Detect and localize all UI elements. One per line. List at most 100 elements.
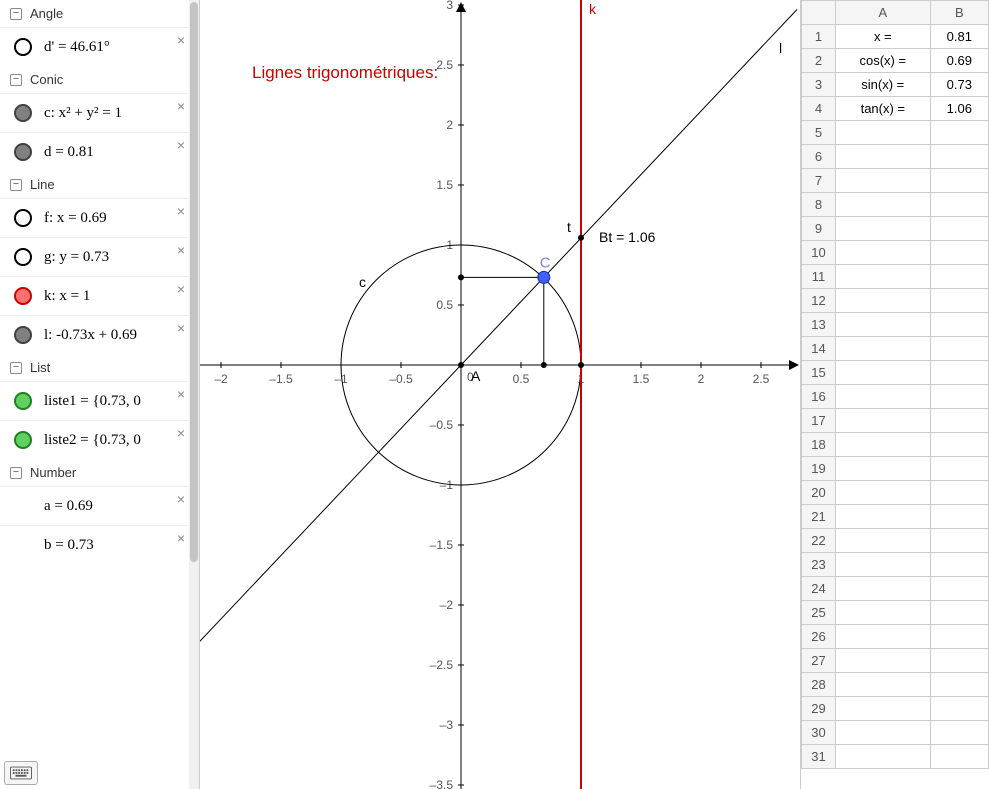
- row-header[interactable]: 12: [802, 289, 836, 313]
- cell[interactable]: [836, 121, 931, 145]
- row-header[interactable]: 30: [802, 721, 836, 745]
- row-header[interactable]: 19: [802, 457, 836, 481]
- item-swatch[interactable]: [14, 209, 32, 227]
- row-header[interactable]: 25: [802, 601, 836, 625]
- item-swatch[interactable]: [14, 38, 32, 56]
- cell[interactable]: [836, 361, 931, 385]
- row-header[interactable]: 2: [802, 49, 836, 73]
- graphics-view[interactable]: –2–1.5–1–0.500.511.522.5–3.5–3–2.5–2–1.5…: [200, 0, 801, 789]
- cell[interactable]: [930, 577, 988, 601]
- row-header[interactable]: 3: [802, 73, 836, 97]
- row-header[interactable]: 7: [802, 169, 836, 193]
- item-swatch[interactable]: [14, 326, 32, 344]
- cell[interactable]: [930, 145, 988, 169]
- collapse-icon[interactable]: −: [10, 179, 22, 191]
- cell[interactable]: [836, 649, 931, 673]
- row-header[interactable]: 20: [802, 481, 836, 505]
- cell[interactable]: cos(x) =: [836, 49, 931, 73]
- row-header[interactable]: 18: [802, 433, 836, 457]
- cell[interactable]: [930, 121, 988, 145]
- graph-canvas[interactable]: –2–1.5–1–0.500.511.522.5–3.5–3–2.5–2–1.5…: [200, 0, 801, 789]
- scrollbar-thumb[interactable]: [190, 2, 198, 562]
- cell[interactable]: [836, 169, 931, 193]
- close-icon[interactable]: ×: [177, 530, 185, 546]
- point-a[interactable]: [458, 362, 464, 368]
- collapse-icon[interactable]: −: [10, 362, 22, 374]
- cell[interactable]: 1.06: [930, 97, 988, 121]
- category-header[interactable]: −Number: [0, 459, 191, 486]
- cell[interactable]: [930, 721, 988, 745]
- close-icon[interactable]: ×: [177, 491, 185, 507]
- row-header[interactable]: 21: [802, 505, 836, 529]
- cell[interactable]: [836, 433, 931, 457]
- row-header[interactable]: 13: [802, 313, 836, 337]
- item-swatch[interactable]: [14, 104, 32, 122]
- row-header[interactable]: 31: [802, 745, 836, 769]
- collapse-icon[interactable]: −: [10, 8, 22, 20]
- row-header[interactable]: 16: [802, 385, 836, 409]
- algebra-item[interactable]: a = 0.69×: [0, 486, 191, 525]
- cell[interactable]: 0.81: [930, 25, 988, 49]
- cell[interactable]: [836, 505, 931, 529]
- col-header[interactable]: B: [930, 1, 988, 25]
- category-header[interactable]: −List: [0, 354, 191, 381]
- item-swatch[interactable]: [14, 431, 32, 449]
- left-scrollbar[interactable]: [189, 0, 199, 789]
- cell[interactable]: [930, 457, 988, 481]
- cell[interactable]: [836, 697, 931, 721]
- category-header[interactable]: −Line: [0, 171, 191, 198]
- point-t[interactable]: [578, 235, 584, 241]
- row-header[interactable]: 10: [802, 241, 836, 265]
- row-header[interactable]: 29: [802, 697, 836, 721]
- category-header[interactable]: −Angle: [0, 0, 191, 27]
- cell[interactable]: 0.69: [930, 49, 988, 73]
- cell[interactable]: [836, 625, 931, 649]
- cell[interactable]: [836, 481, 931, 505]
- close-icon[interactable]: ×: [177, 203, 185, 219]
- item-swatch[interactable]: [14, 392, 32, 410]
- cell[interactable]: [930, 265, 988, 289]
- cell[interactable]: [930, 313, 988, 337]
- cell[interactable]: [836, 337, 931, 361]
- cell[interactable]: [836, 289, 931, 313]
- row-header[interactable]: 22: [802, 529, 836, 553]
- algebra-item[interactable]: b = 0.73×: [0, 525, 191, 564]
- row-header[interactable]: 27: [802, 649, 836, 673]
- cell[interactable]: [836, 145, 931, 169]
- corner-cell[interactable]: [802, 1, 836, 25]
- row-header[interactable]: 4: [802, 97, 836, 121]
- cell[interactable]: [836, 721, 931, 745]
- close-icon[interactable]: ×: [177, 281, 185, 297]
- keyboard-button[interactable]: [4, 761, 38, 785]
- spreadsheet-table[interactable]: AB1x =0.812cos(x) =0.693sin(x) =0.734tan…: [801, 0, 989, 769]
- cell[interactable]: [836, 577, 931, 601]
- item-swatch[interactable]: [14, 143, 32, 161]
- item-swatch[interactable]: [14, 248, 32, 266]
- row-header[interactable]: 28: [802, 673, 836, 697]
- row-header[interactable]: 24: [802, 577, 836, 601]
- row-header[interactable]: 9: [802, 217, 836, 241]
- cell[interactable]: [930, 409, 988, 433]
- cell[interactable]: [836, 217, 931, 241]
- cell[interactable]: [930, 553, 988, 577]
- cell[interactable]: [930, 745, 988, 769]
- cell[interactable]: 0.73: [930, 73, 988, 97]
- row-header[interactable]: 8: [802, 193, 836, 217]
- cell[interactable]: [930, 241, 988, 265]
- cell[interactable]: [836, 241, 931, 265]
- algebra-item[interactable]: d = 0.81×: [0, 132, 191, 171]
- algebra-item[interactable]: c: x² + y² = 1×: [0, 93, 191, 132]
- algebra-item[interactable]: g: y = 0.73×: [0, 237, 191, 276]
- close-icon[interactable]: ×: [177, 137, 185, 153]
- row-header[interactable]: 6: [802, 145, 836, 169]
- cell[interactable]: [930, 361, 988, 385]
- cell[interactable]: [836, 385, 931, 409]
- cell[interactable]: [836, 673, 931, 697]
- cell[interactable]: [836, 745, 931, 769]
- cell[interactable]: [930, 385, 988, 409]
- cell[interactable]: [930, 481, 988, 505]
- cell[interactable]: [836, 601, 931, 625]
- close-icon[interactable]: ×: [177, 32, 185, 48]
- collapse-icon[interactable]: −: [10, 74, 22, 86]
- item-swatch[interactable]: [14, 287, 32, 305]
